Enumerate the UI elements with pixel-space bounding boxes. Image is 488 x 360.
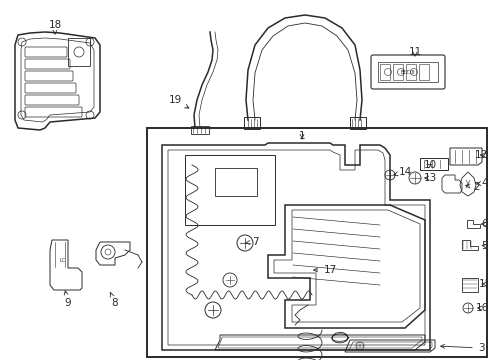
Text: 1: 1 [298,131,305,141]
Text: 3: 3 [440,343,483,353]
Bar [392,64,402,80]
Text: LC: LC [60,257,66,262]
Bar [215,168,257,196]
Text: 11: 11 [407,47,421,57]
Text: 9: 9 [64,291,71,308]
Bar [184,155,274,225]
Bar [191,126,208,134]
Text: 19: 19 [168,95,188,108]
Bar [68,38,90,66]
Text: 8: 8 [110,293,118,308]
Text: 5: 5 [481,241,488,251]
Bar [405,64,415,80]
Text: 2: 2 [465,182,479,192]
Bar [379,64,389,80]
Text: 4: 4 [475,178,488,188]
Bar [147,128,486,357]
Text: 12: 12 [473,150,487,160]
Text: 15: 15 [477,279,488,289]
Bar [244,117,260,129]
Text: 18: 18 [48,20,61,34]
Text: 6: 6 [481,219,488,229]
Text: 10: 10 [423,160,436,170]
Text: 7: 7 [245,237,258,247]
Bar [377,62,437,82]
Text: 13: 13 [423,173,436,183]
Bar [418,64,428,80]
Text: 14: 14 [393,167,411,177]
Text: 17: 17 [313,265,336,275]
Text: 16: 16 [474,303,488,313]
Bar [349,117,365,129]
Text: BEZ10: BEZ10 [400,69,414,75]
